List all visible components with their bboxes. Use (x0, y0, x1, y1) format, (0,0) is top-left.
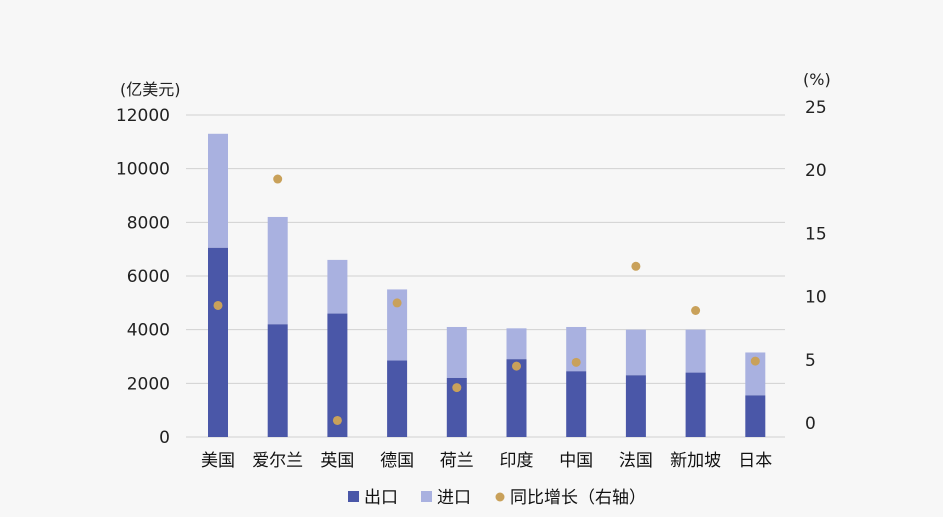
import-bar (208, 133, 228, 248)
right-tick-label: 0 (805, 414, 816, 434)
legend-swatch-growth (495, 492, 505, 502)
import-bar (685, 329, 706, 373)
legend-swatch-export (348, 491, 359, 502)
export-bar (446, 377, 467, 437)
export-bar (267, 324, 288, 437)
right-tick-label: 15 (805, 224, 827, 244)
import-bar (267, 216, 288, 325)
export-bar (506, 359, 527, 437)
left-tick-label: 0 (159, 428, 170, 448)
growth-dot (452, 383, 462, 393)
legend-label-import: 进口 (437, 488, 471, 508)
import-bar (566, 326, 587, 372)
export-bar (327, 313, 348, 437)
category-label: 中国 (559, 451, 593, 471)
left-tick-label: 2000 (127, 374, 170, 394)
export-bar (745, 395, 766, 437)
right-tick-label: 20 (805, 161, 827, 181)
import-bar (327, 259, 348, 314)
right-axis: (%) 0 5 10 15 20 25 (803, 70, 831, 434)
category-label: 爱尔兰 (252, 451, 303, 471)
category-label: 日本 (738, 451, 772, 471)
category-label: 法国 (619, 451, 653, 471)
growth-dot (512, 361, 521, 371)
growth-dot (631, 261, 641, 271)
growth-dot (750, 356, 760, 366)
growth-dot (273, 174, 283, 184)
legend-label-export: 出口 (364, 488, 398, 508)
export-bar (566, 371, 587, 437)
import-bar (506, 328, 527, 360)
legend-swatch-import (421, 491, 432, 502)
left-tick-label: 8000 (127, 213, 170, 233)
growth-dot (571, 357, 581, 367)
growth-dot (213, 300, 223, 310)
legend-label-growth: 同比增长（右轴） (510, 488, 646, 508)
growth-dot (392, 298, 402, 308)
left-tick-label: 4000 (127, 321, 170, 341)
import-bar (387, 289, 408, 361)
left-tick-label: 10000 (116, 160, 170, 180)
import-bar (625, 329, 646, 376)
right-tick-label: 25 (805, 98, 827, 118)
export-bar (685, 372, 706, 437)
import-bar (745, 352, 766, 396)
category-label: 英国 (320, 451, 354, 471)
left-axis: (亿美元) 0 2000 4000 6000 8000 10000 12000 (116, 80, 181, 448)
category-label: 荷兰 (440, 451, 474, 471)
export-bar (387, 360, 408, 437)
category-label: 美国 (201, 451, 235, 471)
left-tick-label: 12000 (116, 106, 170, 126)
right-tick-label: 5 (805, 351, 816, 371)
category-labels: 美国 爱尔兰 英国 德国 荷兰 印度 中国 法国 新加坡 日本 (201, 451, 772, 471)
import-bar (446, 326, 467, 378)
bars (208, 133, 766, 437)
category-label: 德国 (380, 451, 414, 471)
legend: 出口 进口 同比增长（右轴） (348, 488, 646, 508)
growth-dots (213, 174, 760, 425)
right-axis-unit: (%) (803, 70, 831, 89)
left-tick-label: 6000 (127, 267, 170, 287)
growth-dot (691, 306, 701, 316)
left-axis-unit: (亿美元) (120, 80, 181, 99)
export-bar (625, 375, 646, 437)
category-label: 新加坡 (670, 451, 721, 471)
category-label: 印度 (500, 451, 534, 471)
growth-dot (332, 415, 342, 425)
right-tick-label: 10 (805, 288, 827, 308)
export-bar (208, 247, 228, 437)
